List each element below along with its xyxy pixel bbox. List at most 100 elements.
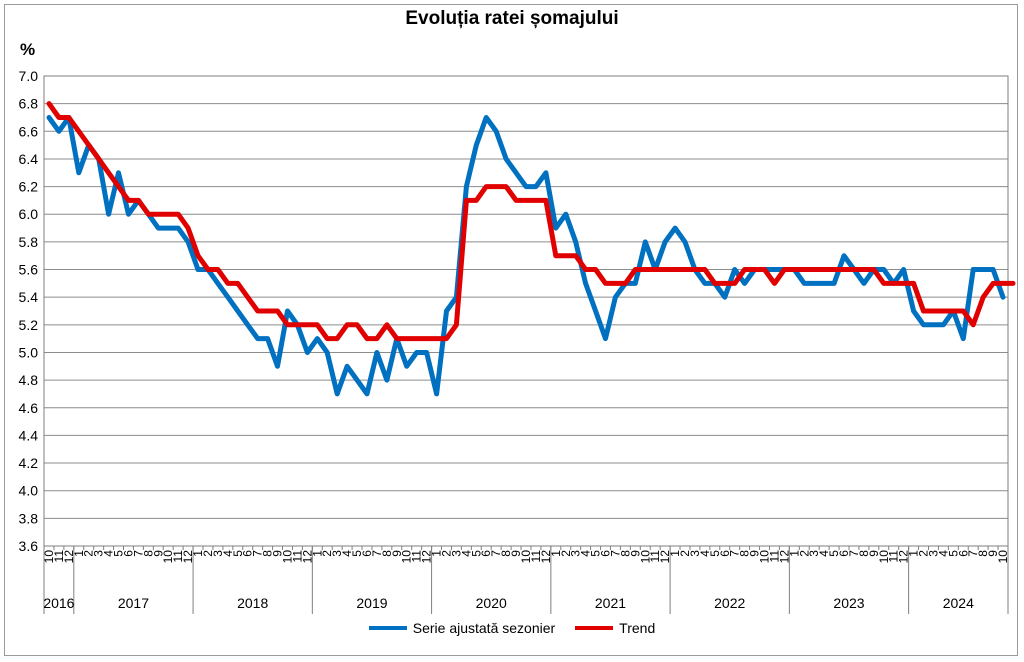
x-month-label: 3 — [92, 550, 106, 557]
x-month-label: 11 — [887, 550, 901, 563]
x-month-label: 9 — [748, 550, 762, 557]
x-month-label: 6 — [956, 550, 970, 557]
x-month-label: 3 — [569, 550, 583, 557]
x-month-label: 7 — [131, 550, 145, 557]
x-month-label: 12 — [62, 550, 76, 564]
x-month-label: 1 — [787, 550, 801, 557]
x-month-label: 11 — [52, 550, 66, 563]
y-tick-label: 4.4 — [19, 427, 39, 443]
x-month-label: 9 — [271, 550, 285, 557]
x-month-label: 2 — [678, 550, 692, 557]
x-month-label: 8 — [738, 550, 752, 557]
x-month-label: 6 — [718, 550, 732, 557]
x-month-label: 10 — [996, 550, 1010, 564]
x-month-label: 10 — [519, 550, 533, 564]
x-month-label: 9 — [867, 550, 881, 557]
series-line-trend — [46, 101, 1016, 342]
x-month-label: 7 — [608, 550, 622, 557]
y-tick-label: 7.0 — [19, 68, 39, 84]
legend-label-seasonal: Serie ajustată sezonier — [412, 620, 556, 636]
x-month-label: 9 — [986, 550, 1000, 557]
x-month-label: 1 — [72, 550, 86, 557]
x-month-label: 12 — [658, 550, 672, 564]
y-tick-label: 6.0 — [19, 206, 39, 222]
x-month-label: 12 — [897, 550, 911, 564]
x-month-label: 3 — [807, 550, 821, 557]
x-year-label: 2024 — [943, 595, 974, 611]
x-month-label: 3 — [688, 550, 702, 557]
plot-border — [43, 75, 1009, 547]
x-year-label: 2023 — [833, 595, 864, 611]
x-month-label: 5 — [112, 550, 126, 557]
chart-title: Evoluția ratei șomajului — [405, 8, 619, 29]
x-month-label: 8 — [261, 550, 275, 557]
x-month-label: 6 — [599, 550, 613, 557]
x-month-label: 4 — [102, 550, 116, 557]
x-month-label: 11 — [529, 550, 543, 563]
x-month-label: 8 — [618, 550, 632, 557]
y-tick-label: 5.2 — [19, 317, 39, 333]
x-month-label: 1 — [907, 550, 921, 557]
x-month-label: 3 — [926, 550, 940, 557]
x-month-label: 11 — [410, 550, 424, 563]
x-month-label: 1 — [430, 550, 444, 557]
x-month-label: 10 — [280, 550, 294, 564]
x-month-label: 8 — [380, 550, 394, 557]
x-month-label: 2 — [559, 550, 573, 557]
x-month-label: 4 — [936, 550, 950, 557]
x-month-label: 5 — [827, 550, 841, 557]
x-month-label: 11 — [171, 550, 185, 563]
x-month-label: 2 — [201, 550, 215, 557]
x-month-label: 12 — [420, 550, 434, 564]
x-month-label: 10 — [400, 550, 414, 564]
x-month-label: 7 — [251, 550, 265, 557]
y-tick-label: 4.8 — [19, 372, 39, 388]
x-month-label: 3 — [449, 550, 463, 557]
x-year-label: 2016 — [43, 595, 74, 611]
x-month-label: 2 — [439, 550, 453, 557]
x-month-label: 5 — [946, 550, 960, 557]
x-month-label: 2 — [917, 550, 931, 557]
x-month-label: 5 — [708, 550, 722, 557]
x-month-label: 1 — [310, 550, 324, 557]
x-month-label: 10 — [877, 550, 891, 564]
x-year-label: 2020 — [476, 595, 507, 611]
x-month-label: 10 — [42, 550, 56, 564]
y-tick-label: 3.8 — [19, 510, 39, 526]
legend: Serie ajustată sezonier Trend — [0, 620, 1024, 636]
legend-item-seasonal: Serie ajustată sezonier — [368, 620, 556, 636]
x-month-label: 3 — [211, 550, 225, 557]
x-month-label: 6 — [360, 550, 374, 557]
x-month-label: 6 — [121, 550, 135, 557]
y-tick-label: 4.0 — [19, 483, 39, 499]
x-month-label: 7 — [728, 550, 742, 557]
x-month-label: 6 — [837, 550, 851, 557]
x-year-label: 2022 — [714, 595, 745, 611]
y-tick-label: 5.8 — [19, 234, 39, 250]
x-month-label: 9 — [151, 550, 165, 557]
legend-label-trend: Trend — [619, 620, 656, 636]
y-tick-label: 4.2 — [19, 455, 39, 471]
x-month-label: 1 — [191, 550, 205, 557]
x-year-label: 2017 — [118, 595, 149, 611]
x-month-label: 12 — [539, 550, 553, 564]
x-month-label: 1 — [549, 550, 563, 557]
x-month-label: 5 — [469, 550, 483, 557]
x-year-label: 2019 — [356, 595, 387, 611]
y-tick-label: 5.4 — [19, 289, 39, 305]
x-month-label: 7 — [370, 550, 384, 557]
x-year-label: 2021 — [595, 595, 626, 611]
x-month-label: 5 — [231, 550, 245, 557]
x-month-label: 9 — [390, 550, 404, 557]
x-month-label: 9 — [509, 550, 523, 557]
x-month-label: 5 — [589, 550, 603, 557]
x-month-label: 9 — [628, 550, 642, 557]
x-month-label: 4 — [340, 550, 354, 557]
y-tick-label: 5.6 — [19, 262, 39, 278]
x-month-label: 10 — [758, 550, 772, 564]
y-tick-label: 6.2 — [19, 179, 39, 195]
legend-swatch-seasonal — [368, 626, 407, 630]
x-month-label: 12 — [300, 550, 314, 564]
y-tick-label: 4.6 — [19, 400, 39, 416]
